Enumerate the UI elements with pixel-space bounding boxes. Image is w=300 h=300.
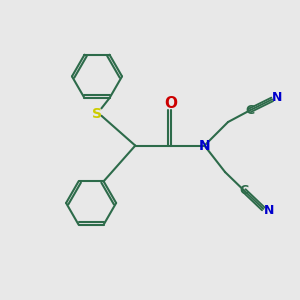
Text: O: O bbox=[164, 96, 177, 111]
Text: C: C bbox=[245, 104, 255, 117]
Text: C: C bbox=[240, 184, 249, 197]
Text: S: S bbox=[92, 107, 102, 121]
Text: N: N bbox=[199, 139, 210, 153]
Text: N: N bbox=[272, 91, 283, 104]
Text: N: N bbox=[263, 204, 274, 217]
